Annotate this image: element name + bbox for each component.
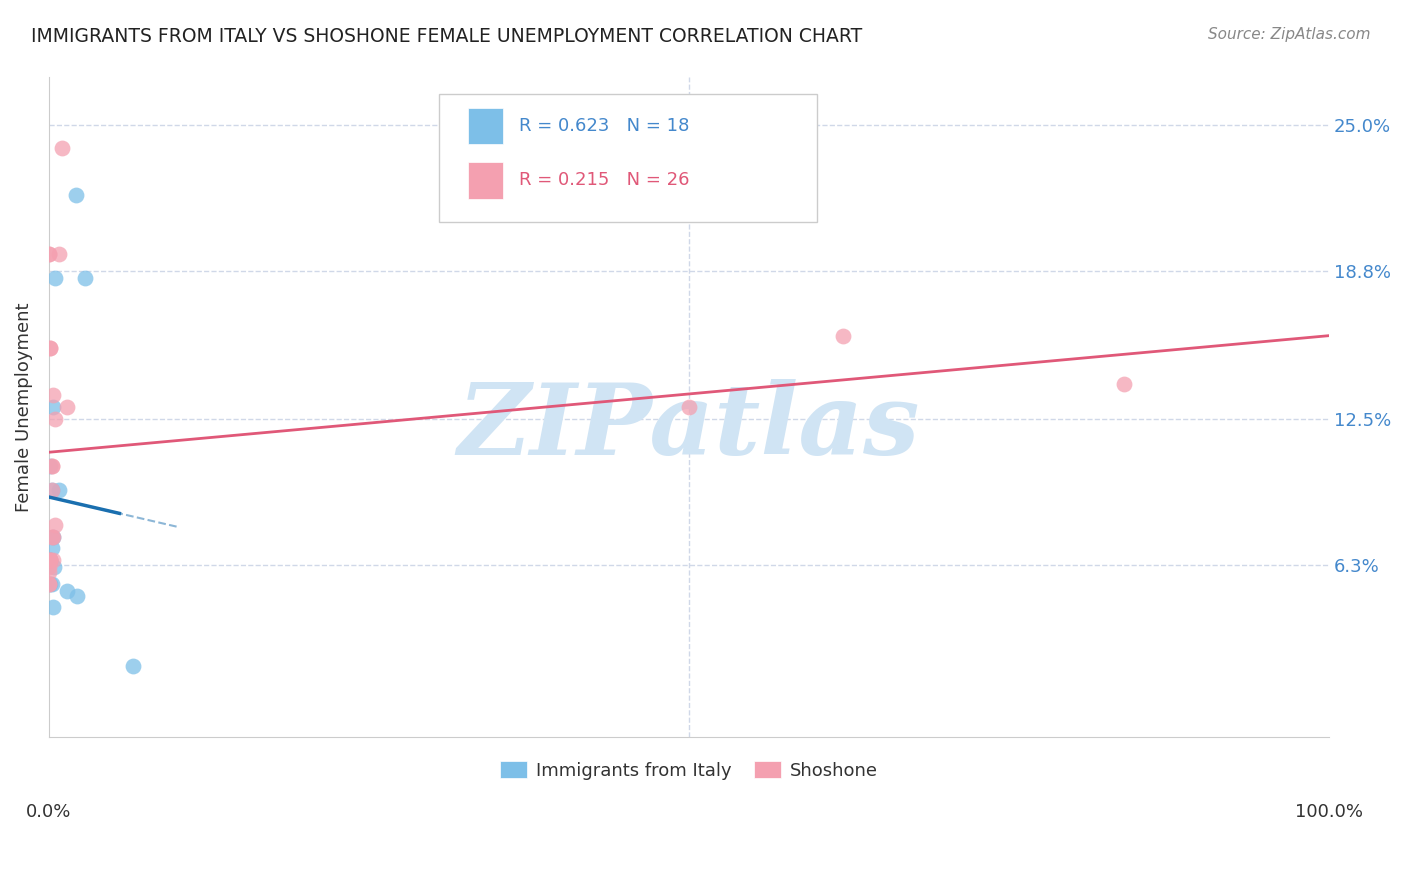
Point	[42, 530, 65, 544]
Text: 100.0%: 100.0%	[1295, 803, 1362, 821]
Point	[41, 483, 63, 497]
Point	[41, 458, 63, 473]
Text: IMMIGRANTS FROM ITALY VS SHOSHONE FEMALE UNEMPLOYMENT CORRELATION CHART: IMMIGRANTS FROM ITALY VS SHOSHONE FEMALE…	[31, 27, 862, 45]
Point	[51, 141, 73, 155]
Point	[41, 541, 63, 556]
Point	[38, 576, 60, 591]
FancyBboxPatch shape	[439, 94, 817, 222]
Point	[41, 483, 63, 497]
Point	[39, 553, 62, 567]
Point	[38, 560, 60, 574]
Point	[56, 583, 79, 598]
Text: R = 0.623   N = 18: R = 0.623 N = 18	[519, 117, 689, 136]
Point	[39, 458, 62, 473]
FancyBboxPatch shape	[468, 162, 503, 199]
Point	[39, 341, 62, 355]
Point	[678, 400, 700, 414]
Point	[42, 530, 65, 544]
Point	[38, 247, 60, 261]
Point	[38, 565, 60, 579]
Point	[39, 553, 62, 567]
Point	[122, 659, 145, 673]
Text: R = 0.215   N = 26: R = 0.215 N = 26	[519, 171, 689, 189]
Point	[66, 589, 89, 603]
Point	[48, 483, 70, 497]
Text: 0.0%: 0.0%	[27, 803, 72, 821]
Point	[73, 270, 96, 285]
Point	[39, 341, 62, 355]
Point	[56, 400, 79, 414]
FancyBboxPatch shape	[468, 108, 503, 145]
Point	[42, 553, 65, 567]
Point	[42, 560, 65, 574]
Point	[39, 553, 62, 567]
Point	[42, 400, 65, 414]
Point	[39, 553, 62, 567]
Point	[44, 517, 66, 532]
Point	[39, 553, 62, 567]
Legend: Immigrants from Italy, Shoshone: Immigrants from Italy, Shoshone	[494, 754, 884, 787]
Point	[44, 412, 66, 426]
Point	[38, 576, 60, 591]
Point	[41, 458, 63, 473]
Text: Source: ZipAtlas.com: Source: ZipAtlas.com	[1208, 27, 1371, 42]
Text: ZIPatlas: ZIPatlas	[458, 378, 920, 475]
Point	[44, 270, 66, 285]
Point	[38, 247, 60, 261]
Point	[48, 247, 70, 261]
Y-axis label: Female Unemployment: Female Unemployment	[15, 302, 32, 512]
Point	[65, 188, 87, 202]
Point	[41, 576, 63, 591]
Point	[41, 530, 63, 544]
Point	[42, 388, 65, 402]
Point	[1114, 376, 1136, 391]
Point	[42, 600, 65, 615]
Point	[831, 329, 853, 343]
Point	[39, 576, 62, 591]
